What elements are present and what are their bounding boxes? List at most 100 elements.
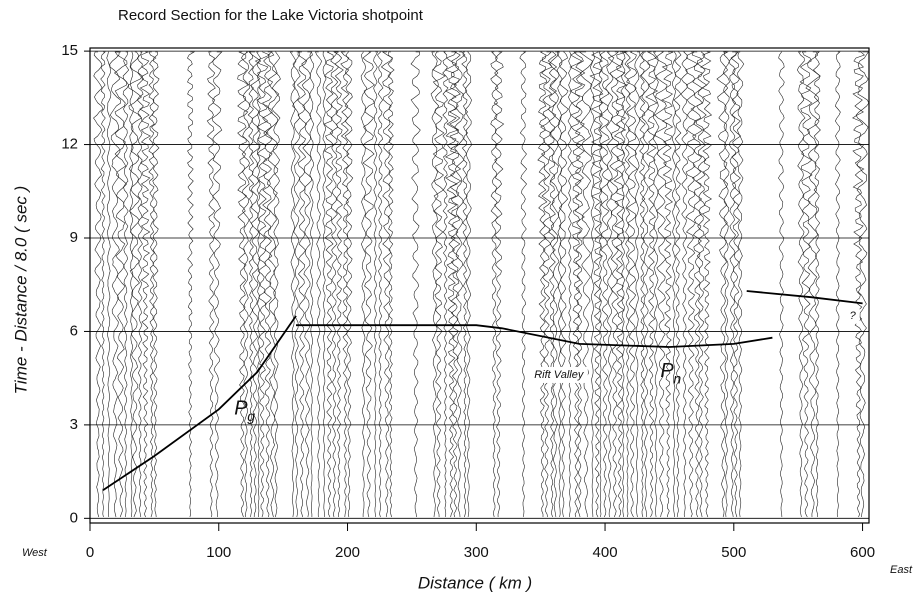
seismic-trace <box>634 51 641 518</box>
seismic-trace <box>432 51 446 518</box>
seismic-trace <box>613 51 628 518</box>
east-label: East <box>890 564 913 576</box>
seismic-trace <box>122 51 130 518</box>
plot-frame <box>89 47 870 524</box>
seismic-trace <box>360 51 368 517</box>
seismic-trace <box>519 51 528 518</box>
seismic-trace <box>558 51 569 518</box>
x-axis-label: Distance ( km ) <box>418 573 532 592</box>
seismic-trace <box>730 51 742 518</box>
seismic-trace <box>778 51 785 518</box>
seismic-trace <box>109 51 122 518</box>
x-tick-label: 300 <box>464 544 489 561</box>
seismic-trace <box>640 51 651 518</box>
seismic-trace <box>93 51 104 518</box>
y-tick-label: 6 <box>70 322 78 339</box>
seismic-trace <box>461 51 469 518</box>
seismic-trace <box>736 51 745 518</box>
seismic-trace <box>380 51 393 518</box>
seismic-trace <box>129 51 134 518</box>
seismic-trace <box>256 51 261 518</box>
seismic-trace <box>834 51 841 518</box>
annotation: ? <box>850 310 857 322</box>
seismic-trace <box>309 51 315 517</box>
chart-title: Record Section for the Lake Victoria sho… <box>118 7 424 24</box>
seismic-trace <box>444 51 459 518</box>
x-tick-label: 500 <box>721 544 746 561</box>
seismic-trace <box>578 51 593 518</box>
travel-time-line <box>746 290 863 305</box>
seismic-trace <box>589 51 604 518</box>
seismic-trace <box>796 51 806 518</box>
seismic-trace <box>387 51 395 518</box>
seismic-trace <box>449 51 462 518</box>
x-tick-label: 0 <box>86 544 94 561</box>
seismic-trace <box>645 51 659 518</box>
seismic-trace <box>652 51 660 518</box>
seismic-trace <box>289 51 297 518</box>
seismic-trace <box>680 51 689 518</box>
seismic-trace <box>671 51 677 518</box>
seismic-trace <box>620 51 626 518</box>
annotation: Rift Valley <box>534 369 585 381</box>
seismic-trace <box>685 51 699 518</box>
seismic-trace <box>106 51 112 518</box>
seismic-trace <box>139 51 151 518</box>
seismic-trace <box>540 51 553 518</box>
seismic-trace <box>151 51 160 518</box>
seismic-trace <box>490 51 499 518</box>
seismic-trace <box>315 51 322 518</box>
seismic-trace <box>661 51 674 518</box>
seismic-trace <box>695 51 708 518</box>
seismic-trace <box>673 51 682 518</box>
y-tick-label: 12 <box>61 136 78 153</box>
y-tick-label: 3 <box>70 416 78 433</box>
seismic-trace <box>605 51 615 518</box>
seismic-trace <box>556 51 563 518</box>
seismic-trace <box>262 51 275 518</box>
seismic-trace <box>187 51 196 518</box>
seismic-trace <box>700 51 713 518</box>
seismic-trace <box>722 51 730 518</box>
seismic-trace <box>623 51 631 518</box>
seismic-trace <box>344 51 354 518</box>
travel-time-line <box>296 324 773 348</box>
seismic-trace <box>547 51 558 518</box>
seismic-trace <box>589 51 595 518</box>
seismic-trace <box>237 51 249 518</box>
seismic-trace <box>465 51 472 518</box>
seismic-trace <box>333 51 344 518</box>
seismic-trace <box>805 51 821 518</box>
seismic-trace <box>852 51 865 518</box>
seismic-trace <box>373 51 378 518</box>
west-label: West <box>22 547 48 559</box>
annotation-bg <box>846 307 860 324</box>
seismic-trace <box>598 51 603 518</box>
seismic-trace <box>100 51 106 518</box>
y-axis-label: Time - Distance / 8.0 ( sec ) <box>11 186 30 395</box>
seismic-trace <box>247 51 255 518</box>
x-tick-label: 400 <box>593 544 618 561</box>
seismic-trace <box>799 51 813 518</box>
seismic-trace <box>537 51 548 517</box>
seismic-trace <box>136 51 145 518</box>
x-tick-label: 600 <box>850 544 875 561</box>
seismic-trace <box>128 51 143 518</box>
seismic-trace <box>654 51 668 518</box>
seismic-trace <box>598 51 610 518</box>
seismic-trace <box>265 51 280 518</box>
seismic-trace <box>212 51 223 518</box>
phase-subscript: g <box>247 408 255 424</box>
y-tick-label: 9 <box>70 229 78 246</box>
seismic-trace <box>569 51 583 518</box>
seismic-trace <box>241 51 251 518</box>
seismic-trace <box>322 51 327 518</box>
x-tick-label: 100 <box>206 544 231 561</box>
phase-label: P <box>660 360 674 382</box>
seismic-trace <box>430 51 440 518</box>
annotation-bg <box>531 366 588 383</box>
seismic-trace <box>114 51 128 518</box>
y-tick-label: 0 <box>70 509 78 526</box>
